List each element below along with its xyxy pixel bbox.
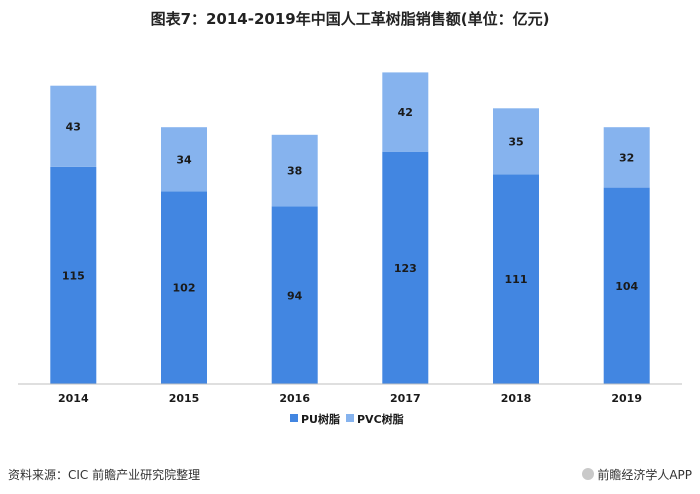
data-label-pu-2015: 102: [173, 282, 196, 295]
chart-title: 图表7：2014-2019年中国人工革树脂销售额(单位：亿元): [150, 10, 550, 28]
bar-pu-2017: [382, 151, 429, 384]
data-label-pvc-2018: 35: [508, 135, 523, 148]
x-tick-labels: 2014 2015 2016 2017 2018 2019: [58, 392, 642, 405]
data-label-pvc-2019: 32: [619, 151, 634, 164]
data-label-pvc-2016: 38: [287, 165, 302, 178]
x-tick-label-2017: 2017: [390, 392, 421, 405]
legend-label-pu: PU树脂: [301, 412, 340, 426]
data-label-pu-2019: 104: [615, 280, 638, 293]
legend-swatch-pu: [290, 414, 298, 422]
data-label-pu-2014: 115: [62, 269, 85, 282]
x-tick-label-2019: 2019: [611, 392, 642, 405]
x-tick-label-2015: 2015: [169, 392, 200, 405]
data-label-pu-2016: 94: [287, 289, 303, 302]
bars-group: 115 43 102 34 94 38 123 42 111 35 104 32: [50, 72, 650, 384]
bar-pvc-2019: [603, 127, 650, 188]
data-label-pvc-2015: 34: [176, 153, 192, 166]
data-label-pu-2017: 123: [394, 262, 417, 275]
bar-pvc-2018: [493, 108, 539, 175]
legend-label-pvc: PVC树脂: [357, 412, 404, 426]
bar-pvc-2014: [50, 85, 97, 167]
legend: PU树脂 PVC树脂: [290, 412, 404, 426]
x-tick-label-2018: 2018: [501, 392, 532, 405]
source-note: 资料来源：CIC 前瞻产业研究院整理: [8, 468, 201, 482]
data-label-pu-2018: 111: [505, 273, 528, 286]
bar-pu-2016: [271, 206, 318, 384]
bar-pu-2018: [493, 174, 539, 384]
data-label-pvc-2017: 42: [398, 106, 413, 119]
data-label-pvc-2014: 43: [66, 120, 81, 133]
bar-pvc-2017: [382, 72, 429, 152]
brand-name: 前瞻经济学人APP: [597, 468, 692, 482]
bar-pu-2019: [603, 187, 650, 384]
legend-swatch-pvc: [346, 414, 354, 422]
x-tick-label-2014: 2014: [58, 392, 89, 405]
bar-pu-2014: [50, 166, 97, 384]
brand-footer: 前瞻经济学人APP: [582, 466, 692, 483]
bar-pu-2015: [161, 191, 207, 384]
brand-logo-icon: [582, 468, 595, 480]
x-tick-label-2016: 2016: [279, 392, 310, 405]
bar-pvc-2016: [271, 134, 318, 207]
bar-pvc-2015: [161, 127, 207, 192]
